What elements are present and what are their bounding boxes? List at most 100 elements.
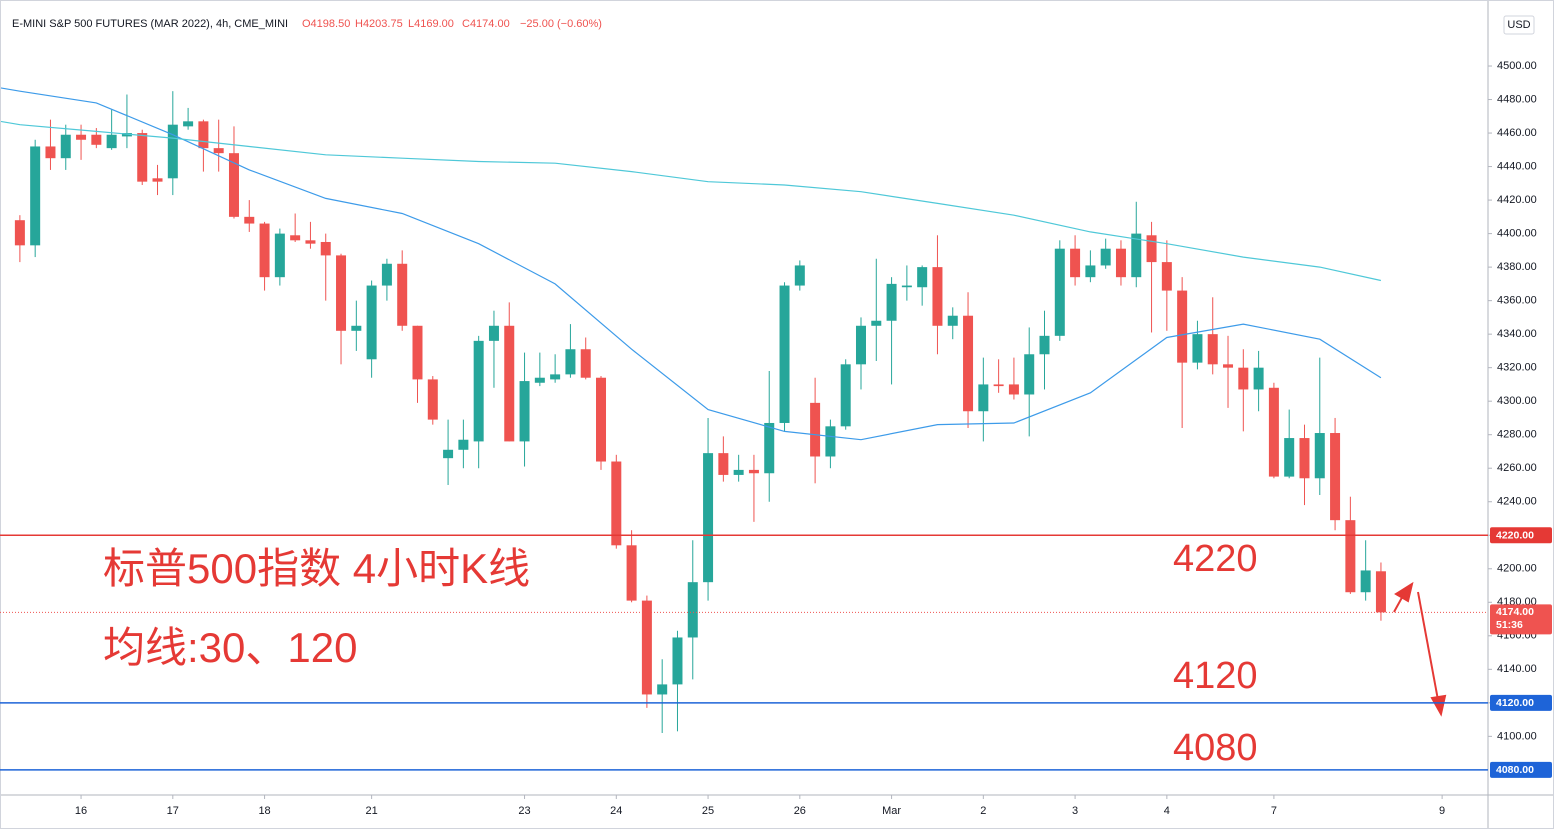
candle-body xyxy=(580,349,591,378)
low-header: L4169.00 xyxy=(408,18,454,30)
y-tick-label: 4460.00 xyxy=(1497,127,1537,139)
candle-body xyxy=(504,325,515,442)
candle-body xyxy=(152,178,163,182)
candle-body xyxy=(1039,335,1050,355)
candle-body xyxy=(1238,367,1249,390)
annotation: 4080 xyxy=(1173,727,1258,769)
candle-body xyxy=(320,241,331,256)
y-tick-label: 4440.00 xyxy=(1497,160,1537,172)
candle-body xyxy=(1146,235,1157,263)
candle-body xyxy=(840,364,851,427)
candle-body xyxy=(1330,433,1341,521)
candle-body xyxy=(917,267,928,288)
annotation: 标普500指数 4小时K线 xyxy=(103,545,530,592)
candle-body xyxy=(244,216,255,224)
x-tick-label: 21 xyxy=(365,805,377,817)
candle-body xyxy=(167,124,178,179)
candle-body xyxy=(106,134,117,149)
last-price-box xyxy=(1490,604,1552,635)
candle-body xyxy=(901,285,912,288)
candle-body xyxy=(1161,262,1172,291)
candle-body xyxy=(932,267,943,326)
candle-body xyxy=(183,121,194,127)
candle-body xyxy=(748,469,759,474)
candle-body xyxy=(611,461,622,546)
candle-body xyxy=(381,263,392,286)
candle-body xyxy=(947,315,958,326)
candle-body xyxy=(565,349,576,375)
x-tick-label: 23 xyxy=(518,805,530,817)
candle-body xyxy=(412,325,423,380)
candle-body xyxy=(1223,364,1234,368)
x-tick-label: 24 xyxy=(610,805,622,817)
candle-body xyxy=(1131,233,1142,278)
y-tick-label: 4420.00 xyxy=(1497,194,1537,206)
currency[interactable]: USD xyxy=(1507,19,1530,31)
arrows xyxy=(1393,581,1447,717)
candle-body xyxy=(1070,248,1081,278)
y-tick-label: 4320.00 xyxy=(1497,362,1537,374)
y-tick-label: 4400.00 xyxy=(1497,228,1537,240)
candle-body xyxy=(1345,520,1356,593)
candle-body xyxy=(1268,387,1279,477)
candle-body xyxy=(427,379,438,420)
candle-body xyxy=(137,133,148,182)
x-tick-label: 7 xyxy=(1271,805,1277,817)
candle-body xyxy=(626,545,637,601)
x-tick-label: 16 xyxy=(75,805,87,817)
level-label: 4220.00 xyxy=(1496,530,1534,542)
candle-body xyxy=(14,220,25,246)
moving-average xyxy=(0,120,1382,282)
candle-body xyxy=(1299,438,1310,479)
candle-body xyxy=(703,453,714,583)
candle-body xyxy=(1314,433,1325,479)
candle-body xyxy=(351,325,362,331)
candle-body xyxy=(91,134,102,145)
candle-body xyxy=(1008,384,1019,395)
level-label: 4120.00 xyxy=(1496,697,1534,709)
candle-body xyxy=(672,637,683,685)
candle-body xyxy=(1024,354,1035,395)
plot-area xyxy=(0,87,1386,733)
open-header: O4198.50 xyxy=(302,18,350,30)
y-tick-label: 4280.00 xyxy=(1497,429,1537,441)
x-tick-label: Mar xyxy=(882,805,901,817)
candle-body xyxy=(855,325,866,365)
y-tick-label: 4200.00 xyxy=(1497,563,1537,575)
candle-body xyxy=(60,134,71,159)
candle-body xyxy=(978,384,989,412)
currency-box[interactable] xyxy=(1503,15,1535,35)
candle-body xyxy=(336,255,347,331)
close-header: C4174.00 xyxy=(462,18,510,30)
candle-body xyxy=(198,121,209,149)
last-price-label: 4174.00 xyxy=(1496,606,1534,618)
y-tick-label: 4240.00 xyxy=(1497,496,1537,508)
candle-body xyxy=(519,381,530,442)
x-tick-label: 18 xyxy=(258,805,270,817)
candle-body xyxy=(1207,334,1218,365)
candle-body xyxy=(1177,290,1188,363)
x-tick-label: 4 xyxy=(1164,805,1170,817)
candle-body xyxy=(718,453,729,475)
candle-body xyxy=(30,146,41,246)
candle-body xyxy=(488,325,499,341)
level-label-box xyxy=(1490,527,1552,544)
level-label-box xyxy=(1490,761,1552,778)
candle-body xyxy=(458,439,469,450)
annotation: 均线:30、120 xyxy=(103,624,357,671)
arrow-head xyxy=(1394,581,1414,603)
candle-body xyxy=(596,377,607,462)
countdown: 51:36 xyxy=(1496,619,1523,631)
candle-body xyxy=(550,374,561,380)
x-tick-label: 3 xyxy=(1072,805,1078,817)
candle-body xyxy=(305,240,316,244)
candle-body xyxy=(871,320,882,326)
candle-body xyxy=(1360,570,1371,593)
level-label-box xyxy=(1490,694,1552,711)
y-tick-label: 4380.00 xyxy=(1497,261,1537,273)
y-tick-label: 4360.00 xyxy=(1497,295,1537,307)
y-tick-label: 4100.00 xyxy=(1497,730,1537,742)
candle-body xyxy=(473,340,484,442)
change-header: −25.00 (−0.60%) xyxy=(520,18,602,30)
